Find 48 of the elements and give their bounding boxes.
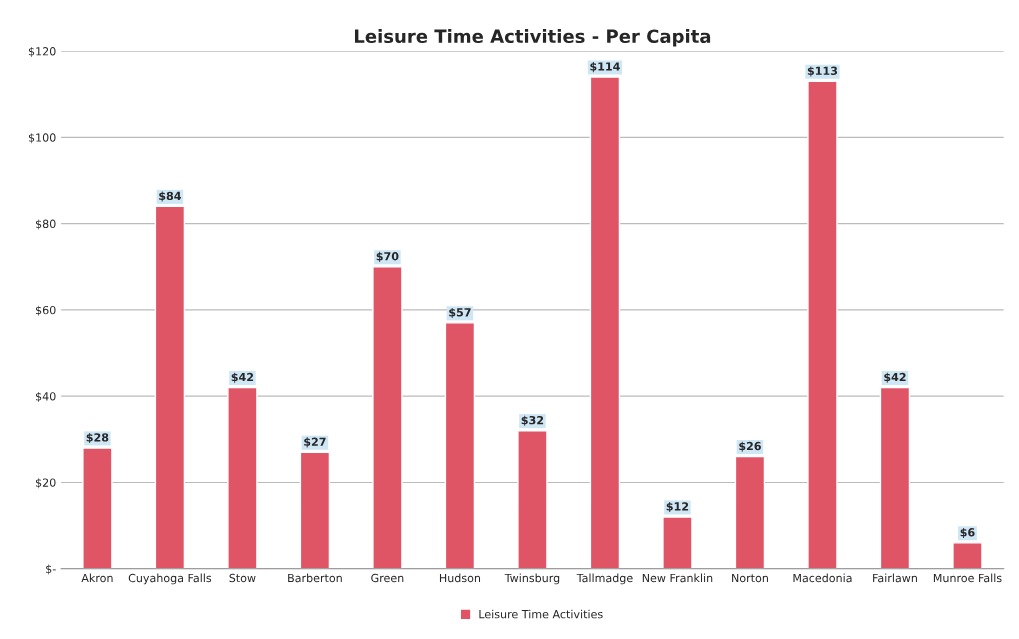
bar: [807, 80, 838, 569]
data-label: $57: [449, 307, 471, 319]
y-tick-label: $20: [35, 478, 56, 489]
data-label: $42: [884, 372, 906, 383]
bar: [227, 386, 258, 569]
y-tick-label: $120: [28, 46, 56, 57]
x-tick-label: Twinsburg: [504, 573, 560, 585]
y-tick-label: $100: [28, 133, 56, 144]
bar: [879, 386, 911, 569]
bar: [952, 542, 983, 569]
x-tick-label: Barberton: [288, 573, 342, 583]
y-tick-label: $-: [46, 564, 56, 575]
x-tick-label: Fairlawn: [873, 573, 917, 583]
bar: [82, 447, 113, 569]
x-tick-label: Norton: [732, 573, 768, 583]
bar: [662, 516, 693, 569]
data-label: $113: [807, 66, 838, 77]
bar: [299, 451, 331, 569]
bar: [372, 266, 403, 569]
bar: [589, 76, 621, 569]
bar: [734, 455, 766, 569]
x-tick-label: Tallmadge: [576, 573, 633, 585]
bar: [517, 429, 548, 569]
chart-title: Leisure Time Activities - Per Capita: [354, 29, 711, 47]
data-label: $26: [739, 441, 761, 452]
x-tick-label: Green: [371, 573, 404, 583]
x-tick-label: Stow: [229, 573, 256, 583]
bar: [154, 205, 186, 569]
data-label: $6: [960, 527, 975, 538]
x-tick-label: Akron: [81, 573, 113, 583]
y-tick-label: $60: [35, 305, 56, 316]
data-label: $27: [304, 437, 326, 448]
data-label: $84: [159, 191, 181, 202]
data-label: $42: [231, 372, 254, 383]
legend-label: Leisure Time Activities: [479, 609, 603, 619]
data-label: $28: [86, 433, 109, 444]
y-tick-label: $80: [35, 219, 56, 230]
data-label: $32: [521, 415, 544, 426]
x-tick-label: Hudson: [439, 573, 481, 583]
x-tick-label: Munroe Falls: [933, 573, 1002, 583]
data-label: $12: [666, 502, 689, 513]
data-label: $70: [376, 251, 399, 262]
x-tick-label: New Franklin: [642, 573, 713, 583]
y-tick-label: $40: [35, 391, 56, 403]
data-label: $114: [590, 62, 620, 73]
bar: [444, 322, 476, 569]
x-tick-label: Macedonia: [793, 573, 852, 583]
x-tick-label: Cuyahoga Falls: [128, 573, 212, 585]
